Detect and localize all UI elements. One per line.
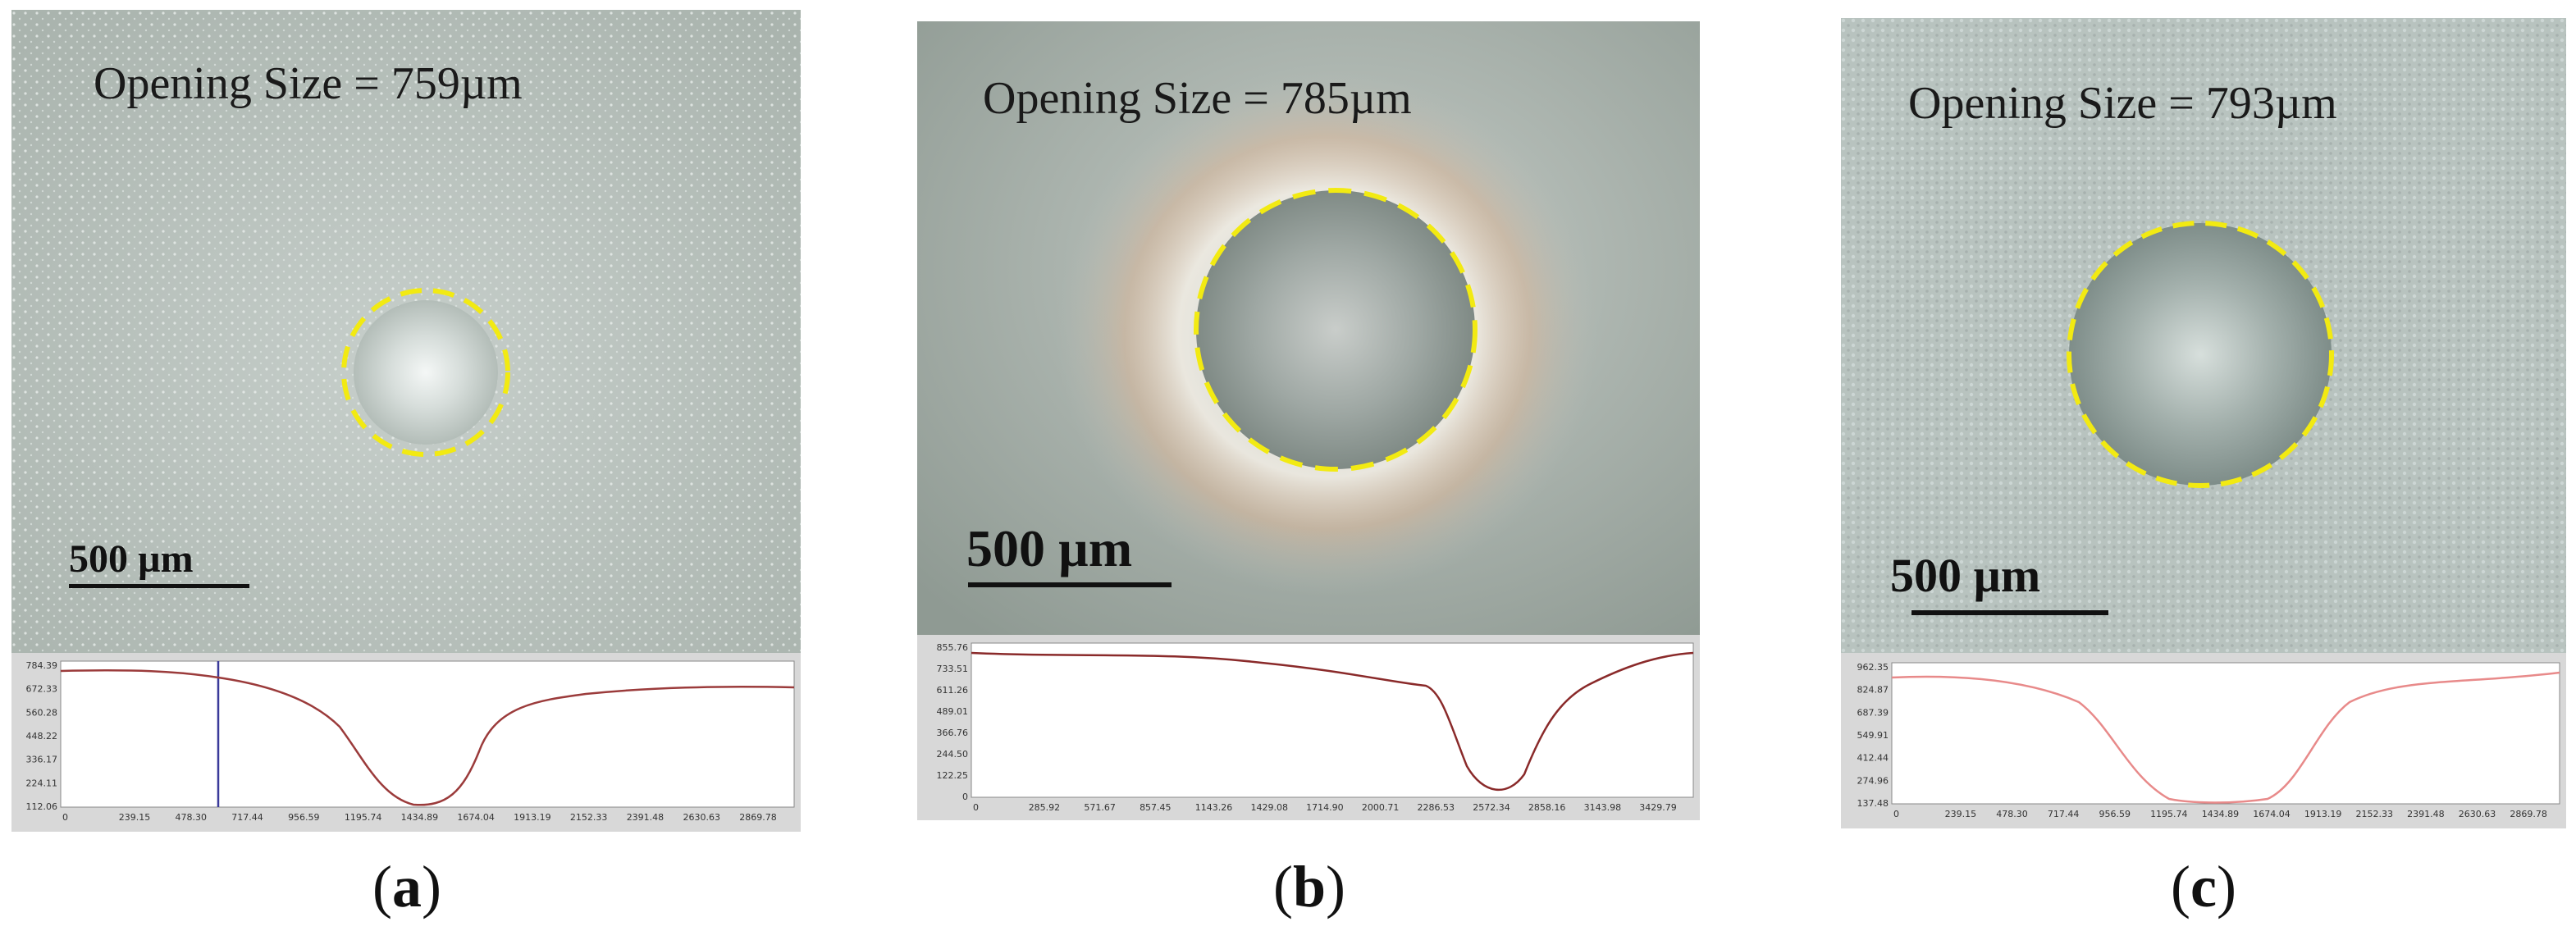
x-tick-label: 2391.48 bbox=[627, 812, 665, 823]
x-tick-label: 2000.71 bbox=[1362, 802, 1400, 813]
y-tick-label: 224.11 bbox=[26, 778, 58, 788]
y-tick-label: 611.26 bbox=[937, 685, 969, 696]
caption-b: (b) bbox=[1272, 854, 1346, 919]
x-tick-label: 1434.89 bbox=[401, 812, 438, 823]
profile-plot-c: 962.35 824.87 687.39 549.91 412.44 274.96 137.… bbox=[1841, 653, 2566, 828]
x-tick-label: 1913.19 bbox=[2304, 809, 2342, 819]
y-tick-label: 0 bbox=[962, 792, 968, 802]
micrograph-a: Opening Size = 759µm 500 µm bbox=[11, 10, 801, 658]
x-tick-label: 1429.08 bbox=[1250, 802, 1288, 813]
x-tick-label: 857.45 bbox=[1140, 802, 1172, 813]
scale-bar-c bbox=[1911, 610, 2108, 615]
x-tick-label: 1434.89 bbox=[2202, 809, 2240, 819]
y-tick-label: 448.22 bbox=[26, 731, 58, 742]
micrograph-c-image bbox=[1841, 18, 2566, 659]
x-tick-label: 3143.98 bbox=[1584, 802, 1622, 813]
opening-size-a: Opening Size = 759µm bbox=[94, 58, 523, 109]
y-tick-label: 122.25 bbox=[937, 770, 969, 781]
x-tick-label: 1195.74 bbox=[2150, 809, 2188, 819]
x-tick-label: 2869.78 bbox=[739, 812, 777, 823]
x-tick-label: 2630.63 bbox=[683, 812, 720, 823]
y-tick-label: 112.06 bbox=[26, 801, 58, 812]
micrograph-a-image bbox=[11, 10, 801, 658]
profile-curve-c bbox=[1891, 671, 2560, 804]
x-tick-label: 2630.63 bbox=[2459, 809, 2496, 819]
x-tick-label: 717.44 bbox=[2048, 809, 2080, 819]
y-tick-label: 244.50 bbox=[937, 749, 969, 760]
opening-size-c: Opening Size = 793µm bbox=[1908, 78, 2337, 129]
y-tick-label: 274.96 bbox=[1857, 775, 1889, 786]
x-tick-label: 2869.78 bbox=[2510, 809, 2547, 819]
scale-bar-label-b: 500 µm bbox=[966, 519, 1133, 577]
x-tick-label: 1143.26 bbox=[1195, 802, 1233, 813]
profile-plot-b: 855.76 733.51 611.26 489.01 366.76 244.50 122.… bbox=[917, 635, 1700, 820]
y-tick-label: 733.51 bbox=[937, 664, 969, 674]
y-tick-label: 687.39 bbox=[1857, 707, 1889, 718]
y-tick-label: 366.76 bbox=[937, 728, 969, 738]
scale-bar-b bbox=[968, 582, 1172, 587]
profile-curve-a bbox=[60, 669, 795, 806]
scale-bar-label-c: 500 µm bbox=[1890, 549, 2041, 602]
y-tick-label: 336.17 bbox=[26, 755, 58, 765]
profile-plot-a: 784.39 672.33 560.28 448.22 336.17 224.11 112.… bbox=[11, 653, 801, 832]
x-tick-label: 1913.19 bbox=[514, 812, 551, 823]
caption-a: (a) bbox=[372, 854, 441, 919]
x-tick-label: 0 bbox=[62, 812, 68, 823]
scale-bar-a bbox=[69, 584, 249, 588]
x-tick-label: 239.15 bbox=[1945, 809, 1977, 819]
x-tick-label: 478.30 bbox=[1996, 809, 2028, 819]
x-tick-label: 3429.79 bbox=[1639, 802, 1677, 813]
x-tick-label: 2391.48 bbox=[2407, 809, 2445, 819]
opening-circle-b bbox=[1194, 188, 1478, 472]
x-tick-label: 1714.90 bbox=[1306, 802, 1344, 813]
y-tick-label: 412.44 bbox=[1857, 753, 1889, 764]
y-tick-label: 672.33 bbox=[26, 684, 58, 695]
x-tick-label: 2858.16 bbox=[1528, 802, 1566, 813]
profile-curve-b bbox=[971, 651, 1694, 792]
x-tick-label: 717.44 bbox=[231, 812, 263, 823]
y-tick-label: 962.35 bbox=[1857, 662, 1889, 673]
scale-bar-label-a: 500 µm bbox=[69, 537, 194, 581]
micrograph-c: Opening Size = 793µm 500 µm bbox=[1841, 18, 2566, 659]
opening-circle-a bbox=[341, 288, 510, 457]
y-tick-label: 137.48 bbox=[1857, 798, 1889, 809]
opening-circle-c bbox=[2067, 221, 2334, 488]
caption-c: (c) bbox=[2171, 854, 2236, 919]
x-tick-label: 571.67 bbox=[1084, 802, 1116, 813]
x-tick-label: 2152.33 bbox=[2356, 809, 2394, 819]
x-tick-label: 0 bbox=[1893, 809, 1899, 819]
x-tick-label: 2286.53 bbox=[1418, 802, 1455, 813]
x-tick-label: 2572.34 bbox=[1473, 802, 1510, 813]
x-tick-label: 1195.74 bbox=[345, 812, 382, 823]
micrograph-b-image bbox=[917, 21, 1700, 641]
x-tick-label: 2152.33 bbox=[570, 812, 608, 823]
x-tick-label: 1674.04 bbox=[2253, 809, 2291, 819]
y-tick-label: 824.87 bbox=[1857, 685, 1889, 696]
x-tick-label: 956.59 bbox=[2099, 809, 2131, 819]
y-tick-label: 560.28 bbox=[26, 707, 58, 718]
micrograph-b: Opening Size = 785µm 500 µm bbox=[917, 21, 1700, 641]
x-tick-label: 478.30 bbox=[176, 812, 208, 823]
x-tick-label: 956.59 bbox=[288, 812, 320, 823]
x-tick-label: 239.15 bbox=[119, 812, 151, 823]
x-tick-label: 1674.04 bbox=[457, 812, 495, 823]
y-tick-label: 489.01 bbox=[937, 706, 969, 717]
x-tick-label: 0 bbox=[973, 802, 979, 813]
y-tick-label: 549.91 bbox=[1857, 730, 1889, 741]
y-tick-label: 855.76 bbox=[937, 642, 969, 653]
x-tick-label: 285.92 bbox=[1029, 802, 1061, 813]
opening-size-b: Opening Size = 785µm bbox=[983, 73, 1412, 124]
y-tick-label: 784.39 bbox=[26, 660, 58, 671]
